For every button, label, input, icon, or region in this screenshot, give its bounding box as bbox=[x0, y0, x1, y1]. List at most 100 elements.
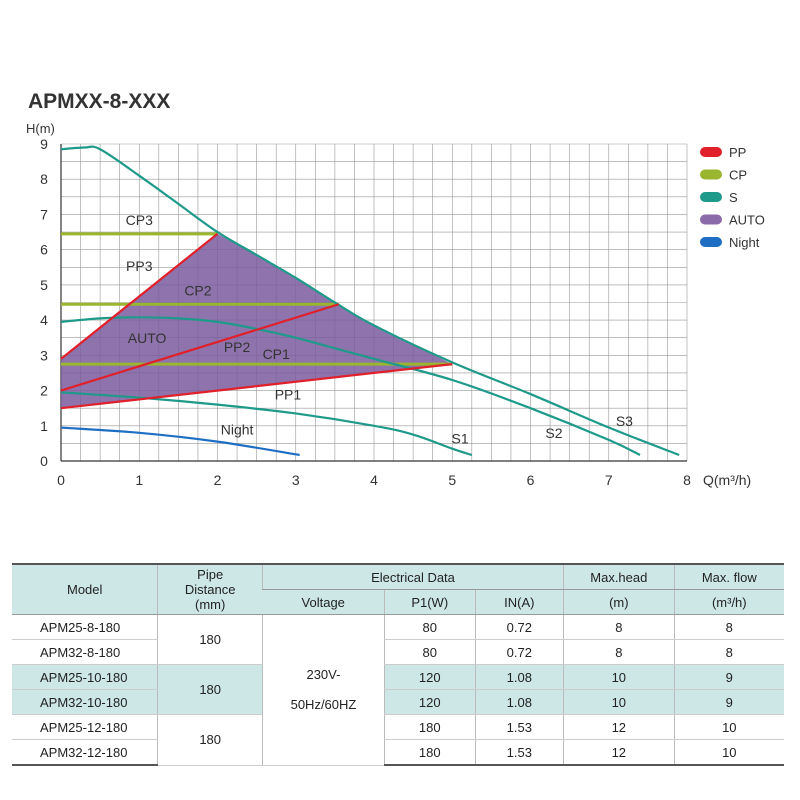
max-head-cell: 10 bbox=[563, 689, 675, 715]
header-in: IN(A) bbox=[474, 589, 564, 615]
curve-pp3 bbox=[60, 232, 219, 360]
p1-cell: 80 bbox=[383, 614, 476, 640]
p1-cell: 120 bbox=[383, 664, 476, 690]
model-cell: APM32-8-180 bbox=[12, 639, 158, 665]
legend-label: AUTO bbox=[729, 213, 765, 228]
curve-pp2 bbox=[60, 303, 340, 392]
pump-curve-chart: 0 1 2 3 4 5 6 7 8 0 1 2 3 4 5 6 7 8 9H(m) Q(m³/h) CP3 PP3 CP2 A… bbox=[26, 121, 765, 488]
legend-swatch bbox=[700, 169, 722, 180]
y-tick-label: 1 bbox=[40, 418, 48, 434]
x-tick-label: 1 bbox=[135, 472, 143, 488]
table-row: APM32-12-180 180 1.53 12 10 bbox=[12, 739, 784, 766]
y-tick-label: 9 bbox=[40, 136, 48, 152]
curve-label: PP2 bbox=[224, 339, 251, 355]
pipe-distance-cell: 180 bbox=[157, 664, 263, 715]
pipe-distance-cell: 180 bbox=[157, 614, 263, 665]
table-row: APM32-8-180 80 0.72 8 8 bbox=[12, 639, 784, 665]
header-maxhead: Max.head bbox=[563, 564, 675, 590]
x-tick-label: 7 bbox=[605, 472, 613, 488]
current-cell: 0.72 bbox=[474, 614, 564, 640]
max-head-cell: 8 bbox=[563, 614, 675, 640]
header-voltage: Voltage bbox=[262, 589, 385, 615]
y-tick-label: 6 bbox=[40, 242, 48, 258]
current-cell: 1.53 bbox=[474, 739, 564, 766]
legend-swatch bbox=[700, 192, 722, 202]
x-axis-label: Q(m³/h) bbox=[703, 472, 751, 488]
chart-title: APMXX-8-XXX bbox=[28, 90, 171, 113]
y-tick-label: 8 bbox=[40, 171, 48, 187]
curve-label: S3 bbox=[616, 413, 633, 429]
curve-pp1 bbox=[60, 363, 453, 410]
max-head-cell: 12 bbox=[563, 739, 675, 766]
voltage-cell: 230V- 50Hz/60HZ bbox=[261, 614, 385, 766]
legend-label: Night bbox=[729, 235, 760, 250]
max-head-cell: 10 bbox=[563, 664, 675, 690]
max-flow-cell: 10 bbox=[673, 714, 784, 740]
y-tick-label: 3 bbox=[40, 347, 48, 363]
curve-label: AUTO bbox=[128, 330, 167, 346]
y-tick-label: 2 bbox=[40, 383, 48, 399]
x-tick-label: 2 bbox=[214, 472, 222, 488]
model-cell: APM32-12-180 bbox=[12, 739, 158, 766]
y-tick-label: 7 bbox=[40, 206, 48, 222]
header-maxhead-unit: (m) bbox=[563, 589, 675, 615]
legend-label: CP bbox=[729, 168, 747, 183]
model-cell: APM25-12-180 bbox=[12, 714, 158, 740]
spec-table: Model Pipe Distance (mm) Electrical Data M… bbox=[12, 563, 784, 766]
y-tick-label: 4 bbox=[40, 312, 48, 328]
header-maxflow: Max. flow bbox=[673, 564, 784, 590]
legend-label: S bbox=[729, 190, 738, 205]
p1-cell: 180 bbox=[383, 714, 476, 740]
header-model: Model bbox=[12, 564, 158, 615]
curve-label: CP1 bbox=[263, 346, 290, 362]
header-maxflow-unit: (m³/h) bbox=[673, 589, 784, 615]
header-electrical: Electrical Data bbox=[261, 564, 564, 590]
p1-cell: 180 bbox=[383, 739, 476, 766]
curve-label: Night bbox=[221, 422, 254, 438]
max-flow-cell: 9 bbox=[673, 664, 784, 690]
curve-label: S2 bbox=[545, 425, 562, 441]
max-flow-cell: 9 bbox=[673, 689, 784, 715]
header-p1: P1(W) bbox=[383, 589, 476, 615]
max-head-cell: 8 bbox=[563, 639, 675, 665]
max-head-cell: 12 bbox=[563, 714, 675, 740]
x-tick-label: 8 bbox=[683, 472, 691, 488]
y-tick-label: 0 bbox=[40, 453, 48, 469]
p1-cell: 120 bbox=[383, 689, 476, 715]
model-cell: APM32-10-180 bbox=[12, 689, 158, 715]
header-pipe: Pipe Distance (mm) bbox=[157, 564, 263, 615]
curve-s2 bbox=[60, 316, 641, 457]
max-flow-cell: 8 bbox=[673, 614, 784, 640]
legend-swatch bbox=[700, 237, 722, 247]
curve-label: CP2 bbox=[184, 282, 211, 298]
pipe-distance-cell: 180 bbox=[157, 714, 263, 766]
table-row: APM25-12-180 180 180 1.53 12 10 bbox=[12, 714, 784, 766]
current-cell: 1.08 bbox=[474, 664, 564, 690]
table-row: APM32-10-180 120 1.08 10 9 bbox=[12, 689, 784, 715]
curve-label: CP3 bbox=[126, 212, 153, 228]
x-tick-label: 6 bbox=[527, 472, 535, 488]
y-axis-label: H(m) bbox=[26, 121, 55, 136]
model-cell: APM25-10-180 bbox=[12, 664, 158, 690]
legend-swatch bbox=[700, 214, 722, 225]
model-cell: APM25-8-180 bbox=[12, 614, 158, 640]
y-tick-label: 5 bbox=[40, 277, 48, 293]
legend-label: PP bbox=[729, 145, 746, 160]
current-cell: 1.08 bbox=[474, 689, 564, 715]
x-tick-label: 3 bbox=[292, 472, 300, 488]
curve-label: PP1 bbox=[275, 386, 302, 402]
x-tick-label: 0 bbox=[57, 472, 65, 488]
table-row: APM25-10-180 180 120 1.08 10 9 bbox=[12, 664, 784, 715]
curve-s3 bbox=[60, 145, 680, 457]
max-flow-cell: 8 bbox=[673, 639, 784, 665]
curve-s1 bbox=[60, 391, 473, 457]
curve-label: PP3 bbox=[126, 258, 153, 274]
p1-cell: 80 bbox=[383, 639, 476, 665]
table-row: APM25-8-180 180 230V- 50Hz/60HZ 80 0.72 8 8 bbox=[12, 614, 784, 766]
current-cell: 1.53 bbox=[474, 714, 564, 740]
max-flow-cell: 10 bbox=[673, 739, 784, 766]
x-tick-label: 4 bbox=[370, 472, 378, 488]
legend-swatch bbox=[700, 147, 722, 157]
curve-night bbox=[60, 426, 300, 457]
current-cell: 0.72 bbox=[474, 639, 564, 665]
